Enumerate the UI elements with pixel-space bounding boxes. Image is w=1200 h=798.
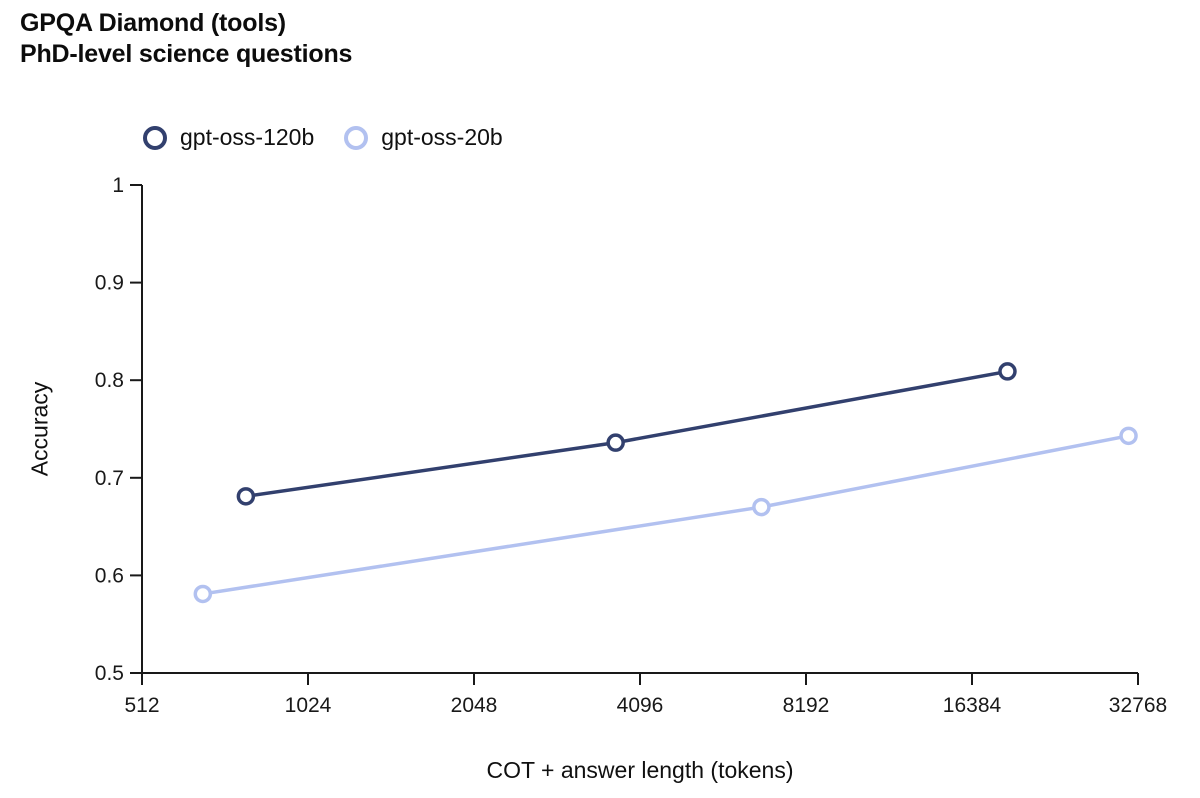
x-tick-label: 512 (124, 694, 159, 717)
x-tick-label: 1024 (285, 694, 332, 717)
y-tick-label: 1 (112, 174, 124, 197)
x-tick-label: 2048 (451, 694, 498, 717)
y-tick-label: 0.9 (95, 272, 124, 295)
legend-item-gpt-oss-20b: gpt-oss-20b (344, 124, 503, 151)
x-tick-label: 32768 (1109, 694, 1167, 717)
y-tick-label: 0.7 (95, 467, 124, 490)
x-tick-label: 8192 (783, 694, 830, 717)
data-point-marker-gpt-oss-120b (606, 433, 625, 452)
data-point-marker-gpt-oss-20b (752, 497, 771, 517)
legend-label-gpt-oss-20b: gpt-oss-20b (381, 124, 503, 150)
data-point-marker-gpt-oss-120b (998, 362, 1017, 381)
legend: gpt-oss-120b gpt-oss-20b (143, 124, 503, 151)
series-line-gpt-oss-120b (244, 369, 1010, 499)
x-tick-label: 16384 (943, 694, 1002, 717)
legend-marker-gpt-oss-20b-icon (344, 125, 369, 150)
legend-label-gpt-oss-120b: gpt-oss-120b (180, 124, 315, 150)
y-tick-label: 0.6 (95, 564, 124, 587)
title-line-2: PhD-level science questions (20, 40, 353, 68)
y-axis-title: Accuracy (26, 381, 53, 477)
x-tick-label: 4096 (617, 694, 664, 717)
title-line-1: GPQA Diamond (tools) (20, 9, 286, 37)
y-tick-label: 0.8 (95, 369, 124, 392)
legend-marker-gpt-oss-120b-icon (143, 125, 167, 150)
series-line-gpt-oss-20b (201, 434, 1131, 596)
data-point-marker-gpt-oss-20b (1119, 426, 1138, 446)
figure-title: GPQA Diamond (tools) PhD-level science q… (20, 8, 352, 70)
x-axis-title: COT + answer length (tokens) (486, 757, 794, 783)
data-point-marker-gpt-oss-120b (236, 487, 256, 506)
legend-item-gpt-oss-120b: gpt-oss-120b (143, 124, 314, 151)
y-tick-label: 0.5 (95, 662, 124, 685)
data-point-marker-gpt-oss-20b (193, 584, 213, 604)
